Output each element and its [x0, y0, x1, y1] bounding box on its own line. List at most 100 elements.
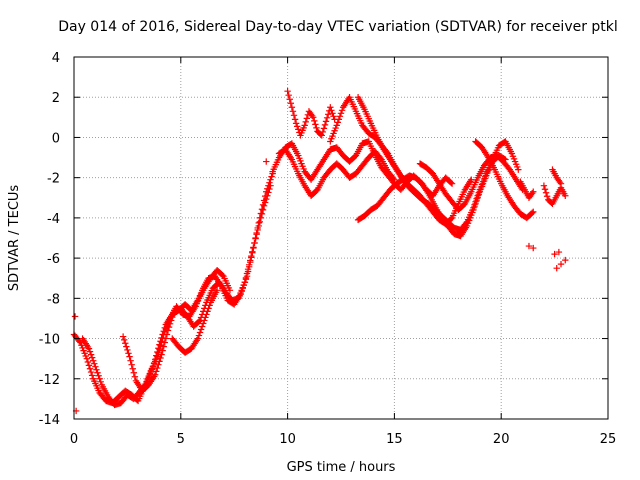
y-tick-label: -6: [47, 252, 60, 267]
axis-ticks: 0 5 10 15 20 25 -14 -12 -10 -8 -6 -4 -2 0 2 4: [39, 51, 617, 447]
data-point: [530, 208, 537, 216]
data-point: [329, 110, 336, 117]
data-point: [88, 372, 96, 379]
y-tick-label: -12: [39, 373, 60, 388]
data-point: [153, 368, 160, 375]
data-point: [155, 345, 162, 352]
data-point: [249, 248, 256, 255]
data-point: [123, 343, 130, 350]
x-tick-label: 0: [70, 432, 78, 447]
series-arc-15: [549, 166, 565, 187]
grid-lines: [74, 57, 608, 419]
data-point: [322, 118, 330, 125]
data-point: [291, 116, 299, 123]
data-point: [226, 287, 234, 294]
data-point: [327, 104, 334, 111]
data-point: [264, 192, 271, 199]
data-point: [265, 189, 272, 196]
data-point: [284, 87, 291, 95]
data-point: [122, 340, 129, 347]
data-point: [288, 104, 296, 111]
data-point: [323, 114, 331, 122]
data-point: [324, 111, 332, 118]
data-point: [267, 182, 274, 189]
data-point: [243, 270, 251, 277]
data-point: [515, 166, 522, 173]
data-points: [70, 87, 569, 415]
data-point: [267, 176, 274, 183]
data-point: [472, 200, 479, 208]
series-isolated-points: [71, 158, 569, 415]
data-point: [242, 274, 250, 282]
data-point: [97, 378, 104, 385]
data-point: [330, 113, 337, 120]
data-point: [156, 341, 163, 348]
data-point: [166, 320, 174, 328]
series-arc-11: [416, 152, 526, 214]
data-point: [154, 364, 161, 372]
data-point: [248, 252, 255, 260]
data-point: [119, 333, 127, 340]
data-point: [151, 356, 159, 363]
data-point: [71, 313, 79, 320]
data-point: [391, 176, 398, 183]
data-point: [86, 348, 94, 355]
data-point: [204, 308, 211, 315]
data-point: [259, 206, 267, 214]
data-point: [528, 209, 536, 217]
data-point: [203, 311, 210, 318]
data-point: [250, 244, 257, 251]
data-point: [84, 358, 92, 366]
series-arc-6: [275, 146, 398, 199]
x-tick-label: 25: [600, 432, 617, 447]
data-point: [542, 189, 550, 196]
data-point: [321, 121, 329, 129]
y-tick-label: -10: [39, 333, 60, 348]
data-point: [156, 358, 163, 365]
plot-frame: [73, 56, 609, 420]
data-point: [261, 199, 269, 206]
data-point: [194, 335, 202, 342]
data-point: [247, 257, 254, 264]
data-point: [468, 176, 475, 183]
x-tick-label: 20: [493, 432, 510, 447]
data-point: [157, 354, 164, 362]
data-point: [310, 114, 317, 121]
data-point: [557, 260, 565, 268]
data-point: [167, 317, 175, 324]
data-point: [266, 179, 273, 186]
data-point: [158, 351, 165, 358]
y-tick-label: -4: [47, 212, 60, 227]
data-point: [289, 108, 297, 115]
data-point: [161, 339, 168, 346]
data-point: [308, 112, 316, 120]
x-tick-label: 10: [279, 432, 296, 447]
data-point: [525, 242, 533, 250]
data-point: [543, 193, 551, 200]
data-point: [205, 305, 212, 312]
data-point: [200, 320, 207, 327]
data-point: [301, 122, 308, 129]
data-point: [195, 318, 203, 325]
data-point: [195, 332, 203, 339]
data-point: [448, 180, 456, 187]
data-point: [198, 323, 206, 330]
series-arc-4: [169, 287, 221, 356]
data-point: [541, 186, 549, 193]
data-point: [153, 352, 160, 359]
data-point: [336, 113, 344, 120]
data-point: [268, 173, 275, 180]
x-axis-label: GPS time / hours: [287, 460, 396, 475]
data-point: [337, 110, 345, 117]
data-point: [258, 210, 266, 218]
series-arc-2: [79, 266, 234, 409]
data-point: [530, 244, 537, 252]
data-point: [253, 231, 260, 238]
data-point: [151, 371, 159, 378]
data-point: [160, 327, 167, 335]
data-point: [562, 192, 569, 199]
data-point: [131, 373, 139, 380]
series-arc-13: [517, 178, 537, 201]
data-point: [164, 327, 172, 334]
data-point: [206, 302, 213, 309]
